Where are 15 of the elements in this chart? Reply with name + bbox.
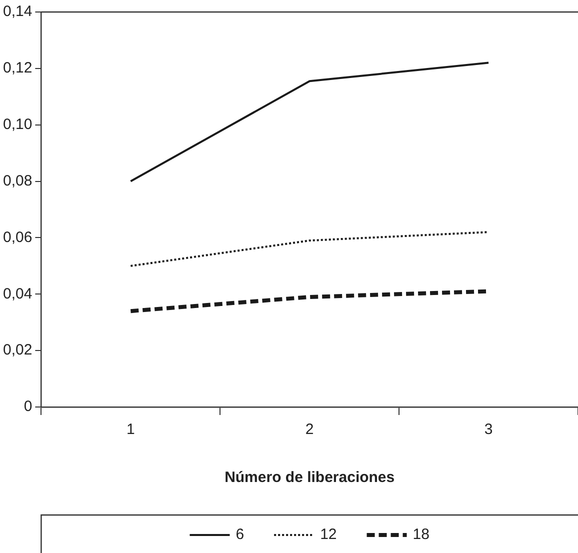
y-tick-label: 0,12 [2, 60, 32, 77]
y-tick-label: 0,04 [2, 285, 32, 302]
legend-label: 6 [236, 526, 244, 544]
y-tick-label: 0,10 [2, 116, 32, 133]
y-tick-label: 0,06 [2, 228, 32, 246]
y-tick-label: 0,02 [2, 342, 32, 359]
y-tick-label: 0,14 [2, 3, 32, 20]
y-tick-label: 0 [24, 398, 32, 416]
x-axis-title: Número de liberaciones [224, 469, 395, 486]
x-tick-label: 1 [126, 421, 135, 438]
x-tick-label: 2 [305, 421, 314, 438]
y-tick-label: 0,08 [2, 172, 32, 190]
legend-label: 18 [412, 526, 430, 544]
x-tick-label: 3 [484, 421, 493, 438]
legend-label: 12 [320, 526, 337, 544]
